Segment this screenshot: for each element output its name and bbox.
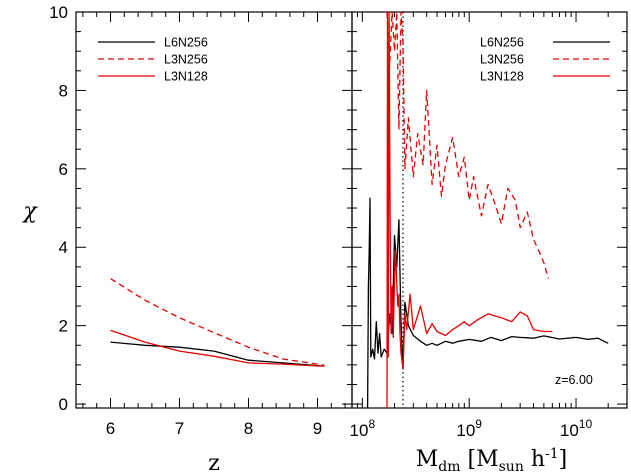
right-frame [351, 11, 628, 409]
right-legend: L6N256 L3N256 L3N128 [480, 36, 610, 84]
left-x-tick-label: 9 [313, 419, 322, 438]
right-legend-label: L3N256 [480, 53, 524, 67]
left-series-group [110, 278, 325, 367]
axis-titles: z χ Mdm [Msun h-1] [21, 199, 567, 475]
left-frame [75, 11, 353, 409]
right-series-line-l3n128 [386, 12, 553, 408]
left-series-line-l3n128 [110, 329, 325, 367]
redshift-annotation: z=6.00 [555, 373, 593, 387]
y-tick-label: 0 [59, 395, 68, 414]
left-legend-label: L3N256 [164, 53, 208, 67]
left-panel: 0 2 4 6 8 10 6 7 8 9 L6N256 L3N256 L3N128 [49, 3, 353, 438]
x-axis-title-left: z [208, 451, 220, 475]
left-series-line-l3n256 [110, 278, 325, 366]
left-series-line-l6n256 [110, 341, 325, 367]
right-series-group [366, 12, 609, 408]
y-tick-label: 4 [59, 238, 68, 257]
right-series-line-l6n256 [366, 197, 609, 408]
left-legend-label: L3N128 [164, 70, 208, 84]
left-x-tick-label: 8 [244, 419, 253, 438]
right-panel: 108 109 1010 L6N256 L3N256 L3N128 z=6.00 [350, 11, 628, 440]
right-legend-label: L6N256 [480, 36, 524, 50]
left-legend: L6N256 L3N256 L3N128 [98, 36, 208, 84]
left-x-tick-label: 7 [175, 419, 184, 438]
left-x-tick-label: 6 [106, 419, 115, 438]
right-x-tick-label: 108 [350, 417, 376, 440]
y-tick-label: 6 [59, 160, 68, 179]
y-tick-label: 10 [49, 3, 68, 22]
right-legend-label: L3N128 [480, 70, 524, 84]
right-x-tick-label: 1010 [560, 417, 593, 440]
y-tick-label: 2 [59, 317, 68, 336]
y-tick-label: 8 [59, 81, 68, 100]
right-series-line-l3n256 [386, 12, 549, 279]
x-axis-title-right: Mdm [Msun h-1] [416, 446, 568, 475]
right-x-tick-label: 109 [456, 417, 482, 440]
y-axis-title: χ [21, 199, 38, 224]
left-legend-label: L6N256 [164, 36, 208, 50]
